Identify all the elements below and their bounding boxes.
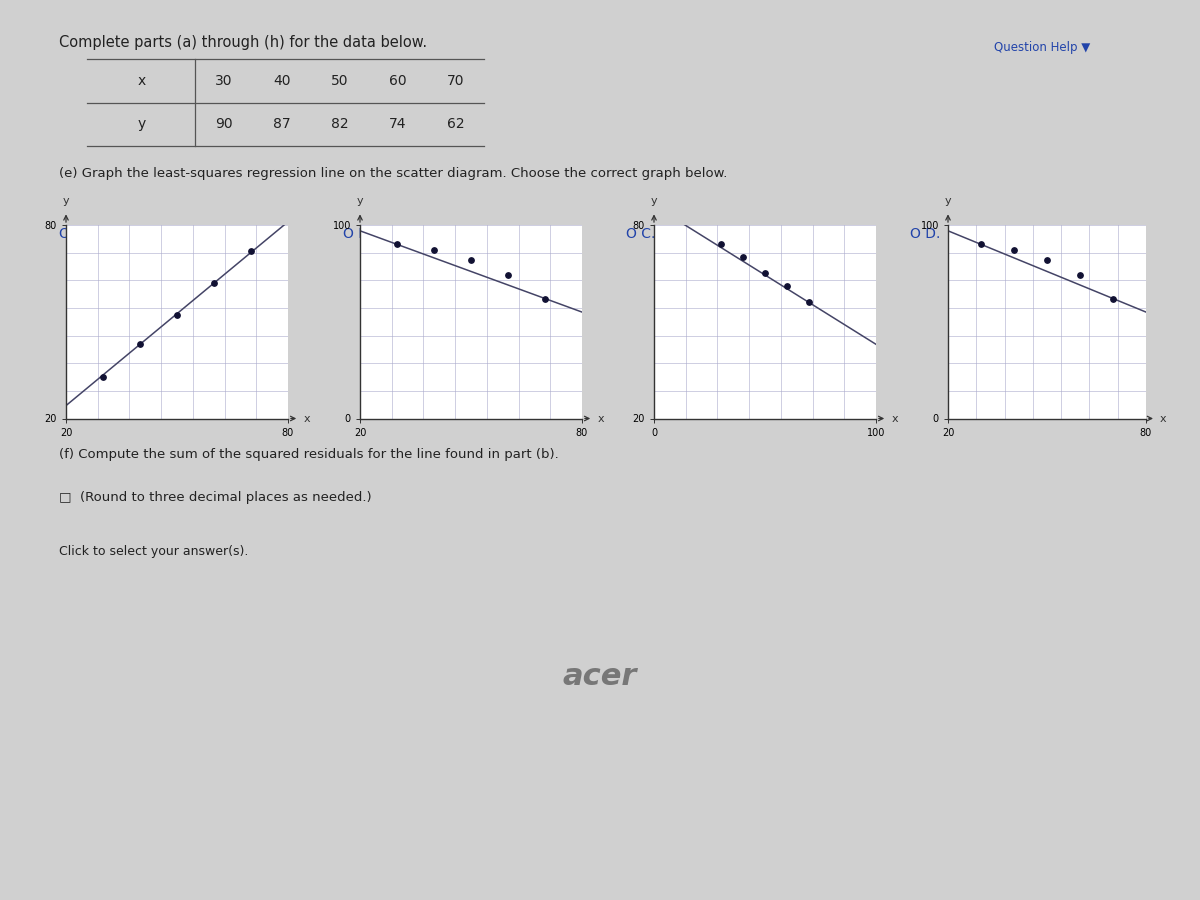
Text: O A.: O A. — [59, 227, 88, 241]
Point — [461, 253, 480, 267]
Point — [388, 238, 407, 252]
Text: 82: 82 — [331, 117, 348, 131]
Text: Click to select your answer(s).: Click to select your answer(s). — [59, 545, 248, 558]
Point — [1037, 253, 1057, 267]
Point — [241, 244, 260, 258]
Text: x: x — [892, 413, 898, 424]
Point — [204, 275, 223, 290]
Text: O D.: O D. — [910, 227, 940, 241]
Point — [94, 369, 113, 383]
Point — [535, 292, 554, 306]
Point — [131, 338, 150, 352]
Text: 70: 70 — [446, 74, 464, 88]
Text: y: y — [62, 195, 70, 205]
Text: acer: acer — [563, 662, 637, 691]
Text: □  (Round to three decimal places as needed.): □ (Round to three decimal places as need… — [59, 491, 372, 504]
Text: y: y — [137, 117, 145, 131]
Text: y: y — [944, 195, 952, 205]
Point — [799, 295, 818, 310]
Text: 62: 62 — [446, 117, 464, 131]
Text: 87: 87 — [274, 117, 290, 131]
Text: 30: 30 — [215, 74, 233, 88]
Text: Question Help ▼: Question Help ▼ — [994, 40, 1091, 54]
Text: Complete parts (a) through (h) for the data below.: Complete parts (a) through (h) for the d… — [59, 35, 427, 50]
Point — [778, 279, 797, 293]
Text: x: x — [1160, 413, 1166, 424]
Text: O B.: O B. — [342, 227, 372, 241]
Point — [1104, 292, 1123, 306]
Point — [710, 238, 730, 252]
Text: 60: 60 — [389, 74, 407, 88]
Text: x: x — [304, 413, 310, 424]
Point — [1004, 243, 1024, 257]
Text: y: y — [650, 195, 658, 205]
Text: (e) Graph the least-squares regression line on the scatter diagram. Choose the c: (e) Graph the least-squares regression l… — [59, 167, 727, 180]
Text: O C.: O C. — [626, 227, 655, 241]
Point — [972, 238, 991, 252]
Point — [733, 250, 752, 265]
Point — [168, 308, 187, 322]
Text: 74: 74 — [389, 117, 407, 131]
Text: x: x — [598, 413, 604, 424]
Point — [756, 266, 775, 281]
Point — [498, 268, 517, 283]
Text: 50: 50 — [331, 74, 348, 88]
Point — [425, 243, 444, 257]
Point — [1070, 268, 1090, 283]
Text: 40: 40 — [274, 74, 290, 88]
Text: y: y — [356, 195, 364, 205]
Text: 90: 90 — [215, 117, 233, 131]
Text: x: x — [137, 74, 145, 88]
Text: (f) Compute the sum of the squared residuals for the line found in part (b).: (f) Compute the sum of the squared resid… — [59, 448, 559, 461]
